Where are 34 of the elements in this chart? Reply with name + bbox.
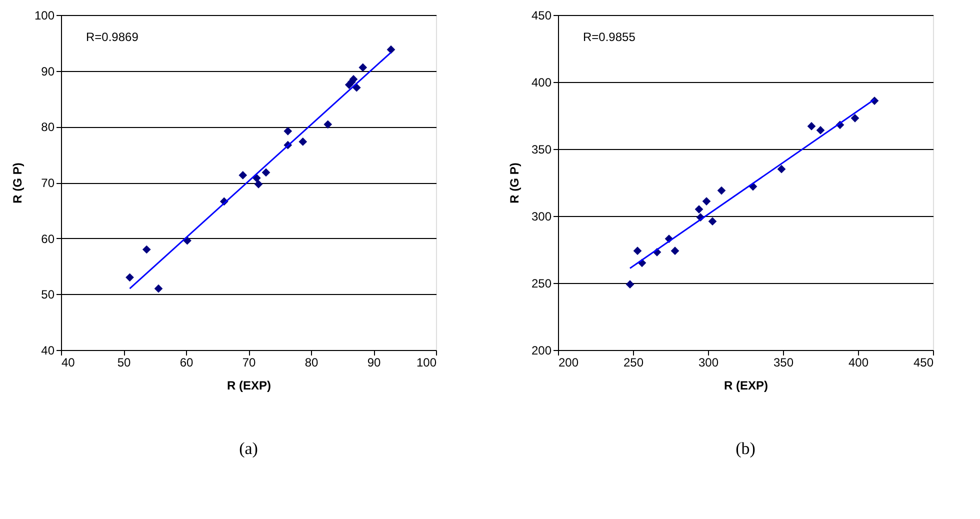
y-axis-title: R (G P) — [507, 162, 522, 204]
y-tick-label: 100 — [34, 8, 55, 22]
text: (a) — [239, 439, 258, 458]
y-tick-label: 90 — [41, 64, 55, 78]
y-tick-label: 400 — [531, 76, 552, 90]
y-tick-label: 250 — [531, 276, 552, 290]
y-tick-label: 60 — [41, 232, 55, 246]
x-tick-label: 350 — [773, 356, 794, 370]
x-tick-label: 450 — [913, 356, 934, 370]
y-tick-label: 50 — [41, 288, 55, 302]
y-tick-label: 70 — [41, 176, 55, 190]
x-axis-title: R (EXP) — [226, 378, 272, 392]
annotation: R=0.9869 — [86, 30, 139, 44]
y-tick-label: 40 — [41, 344, 55, 358]
y-tick-label: 450 — [531, 8, 552, 22]
y-tick-label: 80 — [41, 120, 55, 134]
x-tick-label: 90 — [367, 356, 381, 370]
y-axis-title: R (G P) — [10, 162, 24, 204]
x-axis-title: R (EXP) — [724, 378, 768, 392]
x-tick-label: 400 — [848, 356, 869, 370]
x-tick-label: 200 — [558, 356, 579, 370]
x-tick-label: 60 — [180, 356, 194, 370]
x-tick-label: 50 — [117, 356, 131, 370]
y-tick-label: 200 — [531, 344, 552, 358]
x-tick-label: 70 — [242, 356, 256, 370]
x-tick-label: 80 — [304, 356, 318, 370]
text: (b) — [736, 439, 756, 458]
annotation: R=0.9855 — [583, 30, 636, 44]
x-tick-label: 40 — [62, 356, 76, 370]
y-tick-label: 350 — [531, 142, 552, 156]
x-tick-label: 300 — [698, 356, 719, 370]
x-tick-label: 250 — [623, 356, 644, 370]
x-tick-label: 100 — [416, 356, 437, 370]
y-tick-label: 300 — [531, 210, 552, 224]
